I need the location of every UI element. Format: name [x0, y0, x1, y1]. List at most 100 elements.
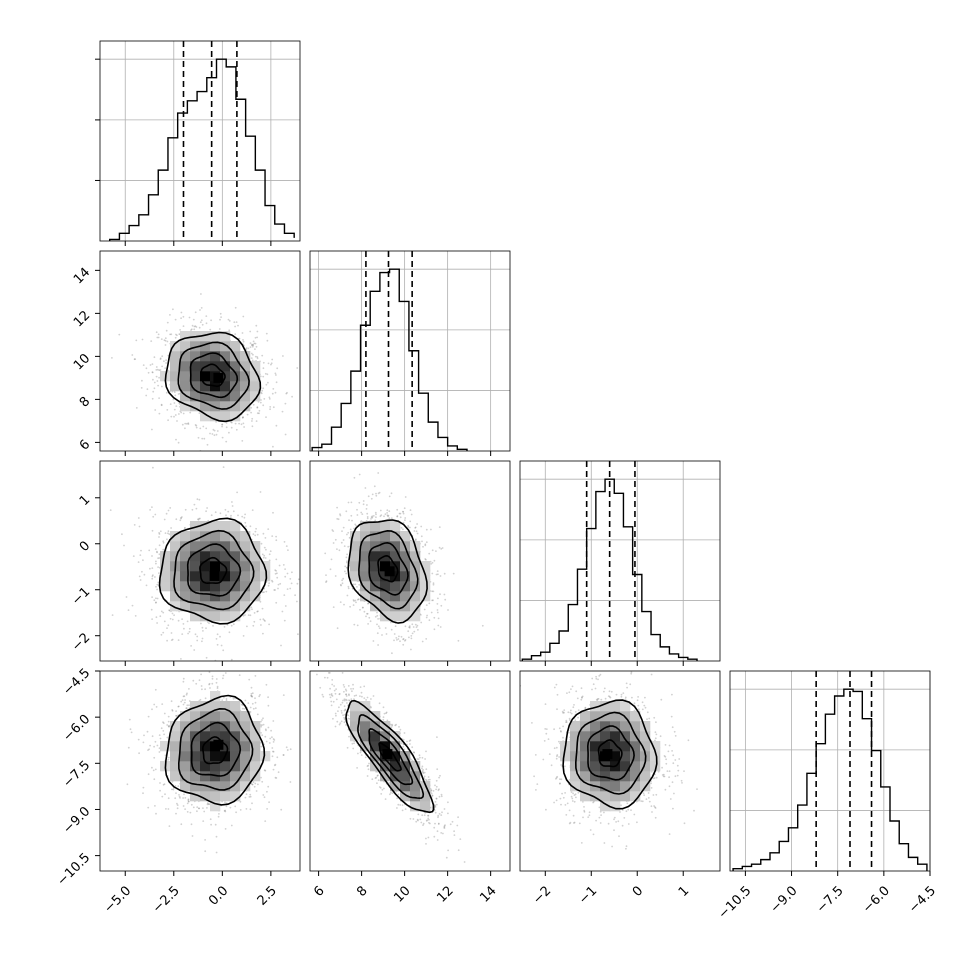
scatter-point [360, 691, 363, 694]
density-cell [350, 711, 361, 722]
scatter-point [205, 656, 208, 659]
scatter-point [412, 626, 415, 628]
scatter-point [282, 564, 285, 566]
scatter-point [201, 437, 204, 440]
density-cell [240, 561, 251, 572]
density-cell [580, 751, 591, 762]
scatter-point [687, 739, 690, 742]
scatter-point [189, 411, 192, 414]
density-cell [250, 751, 261, 762]
density-cell [570, 781, 581, 792]
scatter-point [422, 768, 424, 771]
density-cell [590, 721, 601, 732]
scatter-point [547, 738, 550, 740]
scatter-point [173, 614, 176, 617]
density-cell [590, 761, 601, 772]
scatter-point [159, 737, 162, 740]
scatter-point [172, 398, 175, 401]
scatter-point [437, 617, 440, 620]
scatter-point [289, 578, 292, 580]
scatter-point [162, 631, 165, 634]
scatter-point [565, 721, 568, 723]
density-cell [200, 601, 211, 612]
scatter-point [361, 606, 364, 609]
scatter-point [204, 697, 207, 700]
density-cell [350, 561, 361, 572]
contour-4-2 [357, 714, 425, 800]
scatter-point [651, 811, 653, 813]
scatter-point [322, 695, 325, 698]
scatter-point [276, 756, 279, 759]
scatter-point [378, 491, 381, 494]
density-cell [220, 331, 231, 342]
scatter-point [216, 633, 219, 636]
density-cell [210, 331, 221, 342]
scatter-point [311, 600, 313, 602]
density-cell [650, 741, 661, 752]
scatter-point [425, 778, 427, 781]
density-cell [180, 341, 191, 352]
scatter-point [186, 704, 189, 707]
scatter-point [264, 728, 267, 731]
scatter-point [544, 703, 547, 705]
scatter-point [278, 564, 281, 567]
scatter-point [262, 367, 265, 370]
scatter-point [256, 412, 259, 415]
scatter-point [152, 378, 154, 381]
scatter-point [262, 618, 265, 620]
density-cell [390, 541, 401, 552]
density-peak [384, 566, 395, 577]
scatter-point [596, 698, 599, 700]
scatter-point [111, 614, 114, 616]
scatter-point [219, 318, 221, 321]
scatter-point [272, 388, 275, 390]
scatter-point [234, 422, 237, 425]
density-cell [160, 581, 171, 592]
density-cell [630, 771, 641, 782]
scatter-point [291, 571, 293, 574]
diag-panel-p1 [309, 250, 511, 456]
density-cell [370, 731, 381, 742]
scatter-point [375, 494, 378, 497]
xtick-label-p0-0: −5.0 [101, 883, 134, 916]
scatter-point [324, 676, 326, 679]
scatter-point [362, 500, 365, 502]
scatter-point [567, 711, 570, 714]
scatter-point [175, 714, 178, 717]
scatter-point [284, 568, 286, 570]
scatter-point [439, 626, 442, 628]
scatter-point [257, 610, 259, 613]
scatter-point [402, 638, 405, 640]
scatter-point [242, 614, 245, 617]
density-cell [230, 531, 241, 542]
scatter-point [344, 570, 346, 573]
scatter-point [403, 748, 406, 751]
scatter-point [359, 695, 361, 697]
density-cell [220, 341, 231, 352]
density-cell [180, 351, 191, 362]
scatter-point [637, 704, 640, 707]
scatter-point [252, 343, 254, 346]
scatter-point [655, 776, 658, 779]
scatter-point [260, 542, 263, 545]
xtick-label-p1-0: 6 [311, 883, 327, 899]
scatter-point [250, 695, 253, 697]
scatter-point [244, 699, 247, 702]
scatter-point [141, 570, 143, 573]
density-cell [160, 571, 171, 582]
scatter-point [330, 694, 333, 696]
scatter-point [267, 584, 270, 587]
scatter-point [160, 610, 163, 613]
density-cell [240, 361, 251, 372]
scatter-point [156, 583, 159, 586]
scatter-point [215, 678, 218, 680]
scatter-point [390, 492, 393, 495]
density-cell [230, 611, 241, 622]
scatter-point [267, 785, 270, 788]
scatter-point [157, 557, 160, 560]
scatter-point [425, 837, 427, 840]
scatter-point [399, 512, 402, 515]
density-cell [240, 721, 251, 732]
scatter-point [533, 775, 535, 778]
scatter-point [336, 506, 338, 509]
